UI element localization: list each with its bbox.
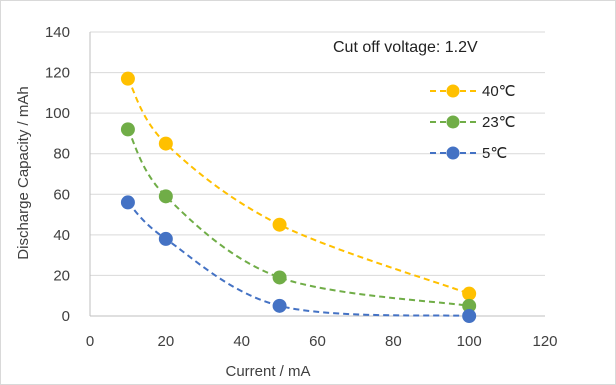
y-tick-label: 100: [45, 105, 70, 122]
y-tick-label: 0: [62, 308, 70, 325]
data-point-40-x100: [462, 286, 477, 301]
legend-label-40: 40℃: [482, 83, 516, 100]
data-point-23-x10: [120, 122, 135, 137]
x-tick-label: 0: [86, 333, 94, 350]
tick-labels: 0 20 40 60 80 100 120 140 0 20 40 60 80 100 120: [45, 24, 558, 350]
data-points: [120, 71, 477, 323]
trend-curve-40: [127, 78, 470, 295]
y-tick-label: 60: [53, 186, 70, 203]
y-tick-label: 80: [53, 146, 70, 163]
data-point-23-x20: [158, 189, 173, 204]
y-tick-label: 20: [53, 267, 70, 284]
legend-marker-23: [446, 115, 460, 129]
x-tick-label: 100: [457, 333, 482, 350]
x-tick-label: 60: [309, 333, 326, 350]
data-point-5-x50: [272, 298, 287, 313]
trend-curve-23: [127, 128, 470, 307]
legend-label-23: 23℃: [482, 114, 516, 131]
y-axis-title: Discharge Capacity / mAh: [15, 86, 32, 259]
data-point-40-x20: [158, 136, 173, 151]
trend-curve-5: [127, 201, 470, 317]
y-tick-label: 140: [45, 24, 70, 41]
legend-marker-5: [446, 146, 460, 160]
data-point-5-x10: [120, 195, 135, 210]
data-point-23-x100: [462, 298, 477, 313]
data-point-5-x20: [158, 231, 173, 246]
data-point-23-x50: [272, 270, 287, 285]
x-tick-label: 40: [233, 333, 250, 350]
data-point-40-x10: [120, 71, 135, 86]
y-tick-label: 40: [53, 227, 70, 244]
data-point-5-x100: [462, 309, 477, 323]
x-axis-title: Current / mA: [225, 363, 310, 380]
legend-marker-40: [446, 84, 460, 98]
legend: 40℃ 23℃ 5℃: [430, 83, 516, 162]
legend-label-5: 5℃: [482, 145, 507, 162]
y-tick-label: 120: [45, 65, 70, 82]
x-tick-label: 20: [157, 333, 174, 350]
trend-curves: [127, 78, 470, 317]
cutoff-voltage-annotation: Cut off voltage: 1.2V: [333, 39, 478, 56]
x-tick-label: 80: [385, 333, 402, 350]
x-tick-label: 120: [532, 333, 557, 350]
data-point-40-x50: [272, 217, 287, 232]
